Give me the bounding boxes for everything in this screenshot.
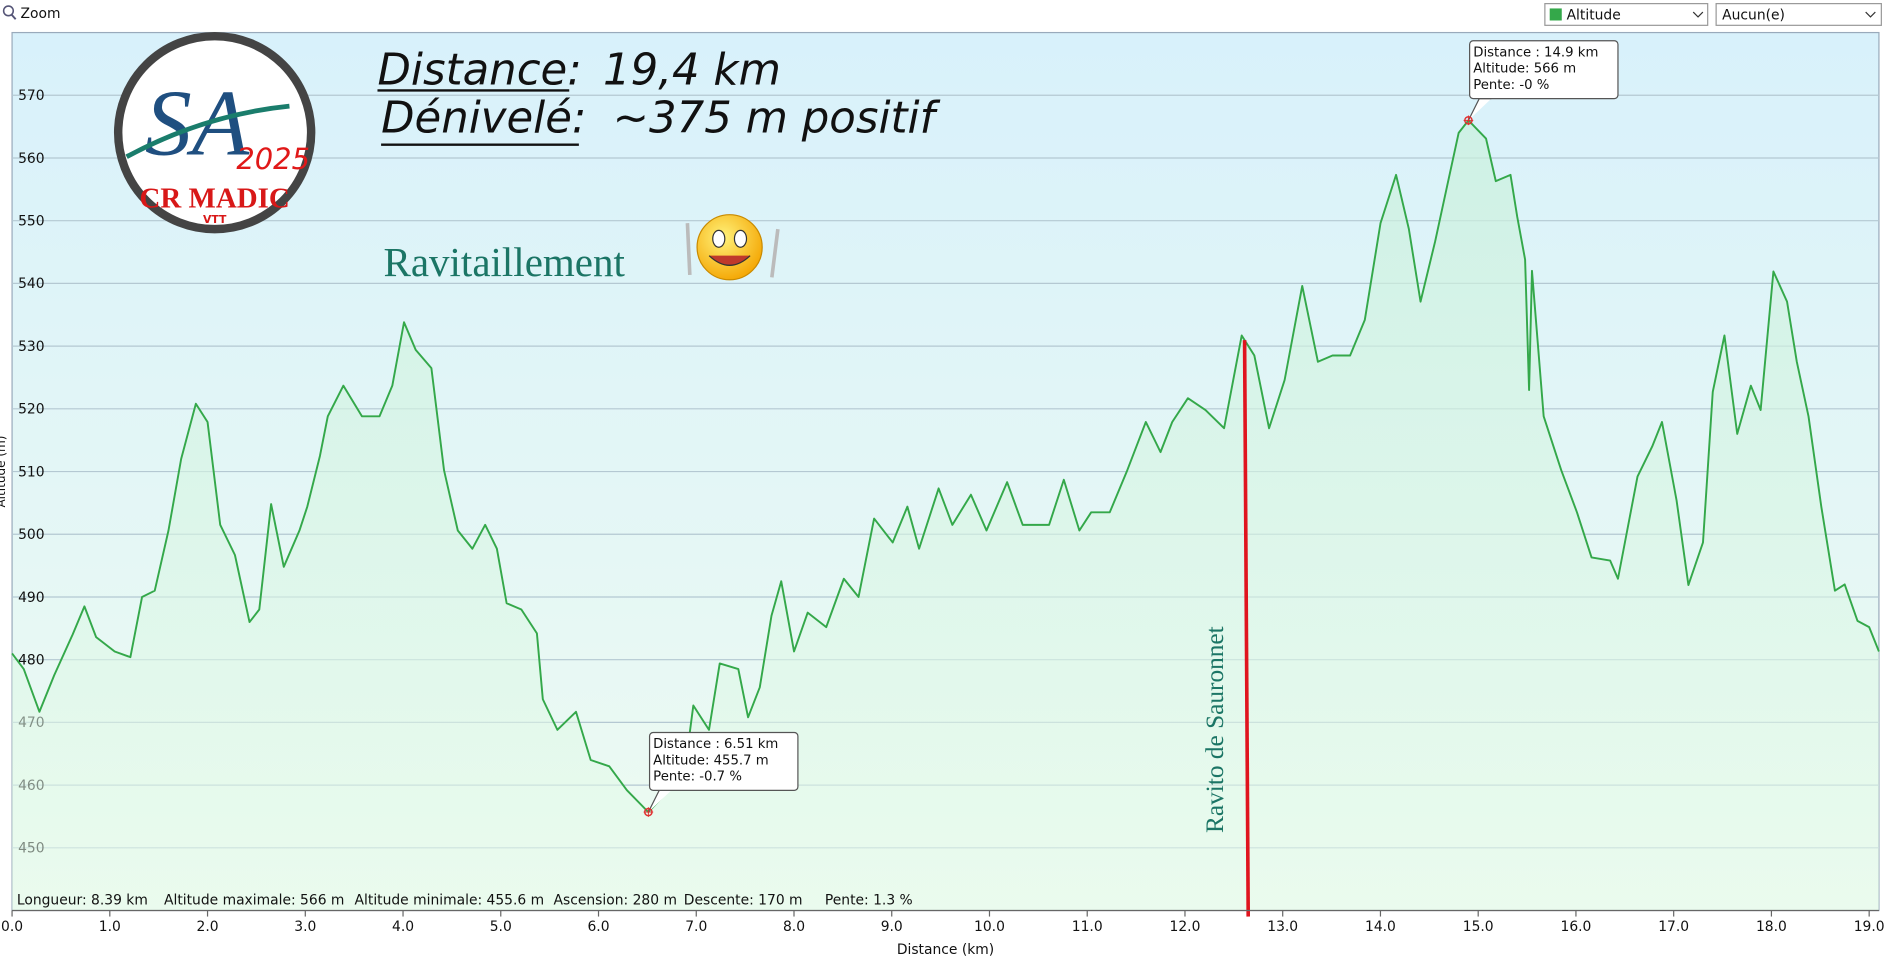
stat-text: Ascension: 280 m — [554, 892, 677, 908]
dropdown-arrow — [1865, 11, 1876, 18]
x-tick-label: 15.0 — [1463, 919, 1494, 935]
stat-text: Pente: 1.3 % — [825, 892, 913, 908]
tooltip-box — [1469, 40, 1619, 100]
x-tick-label: 2.0 — [197, 919, 219, 935]
x-tick-label: 11.0 — [1072, 919, 1103, 935]
tooltip-text: Pente: -0.7 % — [653, 770, 742, 785]
overlay: SA 2025 CR MADIC VTT Distance: 19,4 km D… — [113, 31, 941, 285]
distance-label: Distance: — [377, 45, 581, 95]
y-tick-label: 560 — [18, 151, 44, 167]
point-cross — [1463, 115, 1474, 126]
stat-text: Altitude maximale: 566 m — [164, 892, 344, 908]
distance-value: 19,4 km — [603, 45, 781, 95]
zoom-icon[interactable] — [2, 5, 15, 17]
denivele-value: ~375 m positif — [613, 94, 941, 144]
axes: Altitude (m) 0.0 1.0 2.0 3.0 4.0 5.0 6.0 7.0 8.0 9… — [0, 436, 1885, 958]
emoji-fork — [685, 223, 692, 276]
emoji-knife — [770, 228, 780, 278]
tooltip-box — [648, 731, 799, 791]
ravitaillement-label: Ravitaillement — [384, 239, 626, 285]
y-tick-label: 550 — [18, 214, 44, 230]
x-tick-label: 14.0 — [1365, 919, 1396, 935]
x-tick-label: 0.0 — [1, 919, 23, 935]
y-tick-label: 500 — [18, 527, 44, 543]
y-tick-label: 480 — [18, 653, 44, 669]
x-tick-label: 7.0 — [685, 919, 707, 935]
emoji-mouth — [708, 255, 751, 266]
x-axis-label: Distance (km) — [897, 942, 994, 958]
legend-swatch — [1549, 8, 1562, 21]
tooltip: Distance : 14.9 km Altitude: 566 mPente: … — [1463, 40, 1619, 126]
tooltip-text: Distance : 14.9 km — [1473, 45, 1598, 60]
tooltip-text: Altitude: 455.7 m — [653, 753, 769, 768]
logo-ring — [113, 31, 316, 234]
x-tick-label: 5.0 — [490, 919, 512, 935]
profile-line — [11, 119, 1880, 814]
y-tick-label: 570 — [18, 88, 44, 104]
zoom-icon-handle — [10, 13, 17, 20]
emoji-eye — [733, 229, 748, 248]
logo-letters: SA — [145, 71, 250, 175]
logo-club: CR MADIC — [140, 182, 290, 214]
denivele-label: Dénivelé: — [381, 94, 586, 144]
legend-label[interactable]: Altitude — [1567, 7, 1621, 23]
toolbar: Zoom Altitude Aucun(e) — [2, 3, 1882, 26]
compare-select-label[interactable]: Aucun(e) — [1722, 7, 1785, 23]
tooltip-text: Distance : 6.51 km — [653, 737, 778, 752]
logo-vtt: VTT — [203, 213, 227, 226]
tooltip-text: Pente: -0 % — [1473, 78, 1549, 93]
logo-swoosh — [125, 103, 290, 159]
y-tick-label: 520 — [18, 402, 44, 418]
emoji-face — [696, 214, 763, 281]
point-cross — [643, 807, 654, 817]
x-tick-label: 18.0 — [1756, 919, 1787, 935]
compare-select[interactable] — [1715, 3, 1882, 26]
stat-text: Altitude minimale: 455.6 m — [355, 892, 545, 908]
x-tick-label: 16.0 — [1561, 919, 1592, 935]
x-tick-label: 13.0 — [1267, 919, 1298, 935]
y-tick-label: 530 — [18, 339, 44, 355]
logo-year: 2025 — [236, 142, 310, 176]
ravito-line — [1242, 340, 1251, 917]
series-select[interactable] — [1544, 3, 1709, 26]
dropdown-arrow — [1692, 11, 1704, 18]
ravito-label: Ravito de Sauronnet — [1201, 626, 1229, 833]
x-tick-label: 9.0 — [881, 919, 903, 935]
x-tick-label: 19.0 — [1854, 919, 1885, 935]
x-tick-label: 17.0 — [1658, 919, 1689, 935]
y-tick-label: 490 — [18, 590, 44, 606]
tooltip-text: Altitude: 566 m — [1473, 62, 1576, 77]
stat-text: Descente: 170 m — [684, 892, 803, 908]
x-tick-label: 4.0 — [392, 919, 414, 935]
x-tick-label: 10.0 — [974, 919, 1005, 935]
x-tick-label: 8.0 — [783, 919, 805, 935]
zoom-label[interactable]: Zoom — [21, 6, 61, 22]
area — [12, 120, 1879, 911]
y-tick-label: 540 — [18, 276, 44, 292]
y-tick-label: 510 — [18, 464, 44, 480]
y-axis-label: Altitude (m) — [0, 436, 8, 508]
emoji-eye — [712, 229, 726, 248]
x-tick-label: 6.0 — [587, 919, 609, 935]
x-tick-label: 12.0 — [1170, 919, 1201, 935]
stat-text: Longueur: 8.39 km — [17, 892, 148, 908]
x-tick-label: 3.0 — [294, 919, 316, 935]
x-tick-label: 1.0 — [99, 919, 121, 935]
